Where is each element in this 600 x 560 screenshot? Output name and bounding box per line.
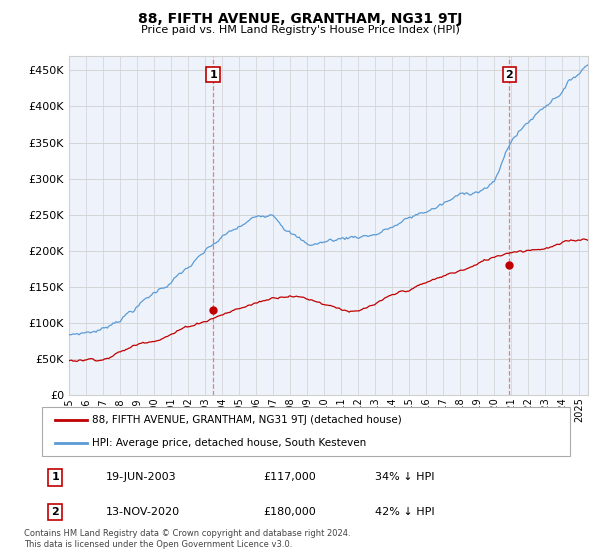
Text: 1: 1	[209, 69, 217, 80]
Text: 1: 1	[52, 473, 59, 483]
Text: 88, FIFTH AVENUE, GRANTHAM, NG31 9TJ: 88, FIFTH AVENUE, GRANTHAM, NG31 9TJ	[138, 12, 462, 26]
Text: Price paid vs. HM Land Registry's House Price Index (HPI): Price paid vs. HM Land Registry's House …	[140, 25, 460, 35]
Text: £117,000: £117,000	[264, 473, 317, 483]
Text: 2: 2	[52, 507, 59, 517]
Text: HPI: Average price, detached house, South Kesteven: HPI: Average price, detached house, Sout…	[92, 438, 367, 448]
Text: 2: 2	[505, 69, 513, 80]
Text: 34% ↓ HPI: 34% ↓ HPI	[374, 473, 434, 483]
Text: Contains HM Land Registry data © Crown copyright and database right 2024.
This d: Contains HM Land Registry data © Crown c…	[24, 529, 350, 549]
Text: £180,000: £180,000	[264, 507, 317, 517]
Text: 19-JUN-2003: 19-JUN-2003	[106, 473, 176, 483]
Text: 13-NOV-2020: 13-NOV-2020	[106, 507, 179, 517]
FancyBboxPatch shape	[42, 407, 570, 456]
Text: 42% ↓ HPI: 42% ↓ HPI	[374, 507, 434, 517]
Text: 88, FIFTH AVENUE, GRANTHAM, NG31 9TJ (detached house): 88, FIFTH AVENUE, GRANTHAM, NG31 9TJ (de…	[92, 416, 402, 426]
